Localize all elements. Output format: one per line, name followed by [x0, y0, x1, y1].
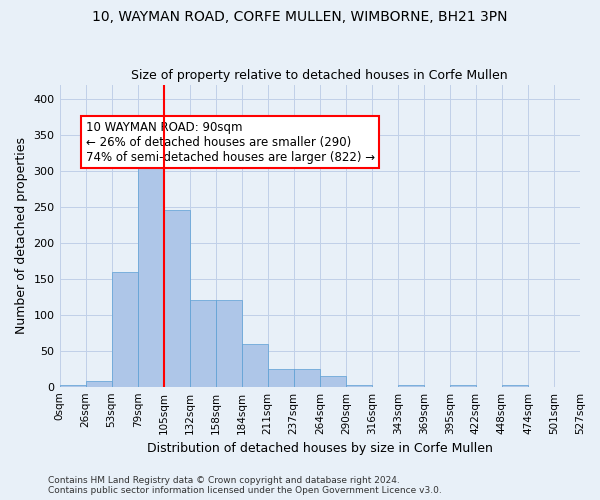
Bar [346, 384, 372, 386]
Bar [242, 344, 268, 386]
Bar [190, 300, 215, 386]
Bar [59, 384, 86, 386]
Text: 10, WAYMAN ROAD, CORFE MULLEN, WIMBORNE, BH21 3PN: 10, WAYMAN ROAD, CORFE MULLEN, WIMBORNE,… [92, 10, 508, 24]
Bar [294, 368, 320, 386]
Text: Contains HM Land Registry data © Crown copyright and database right 2024.
Contai: Contains HM Land Registry data © Crown c… [48, 476, 442, 495]
Bar [137, 164, 164, 386]
Bar [502, 384, 528, 386]
Bar [398, 384, 424, 386]
Bar [215, 300, 242, 386]
X-axis label: Distribution of detached houses by size in Corfe Mullen: Distribution of detached houses by size … [147, 442, 493, 455]
Title: Size of property relative to detached houses in Corfe Mullen: Size of property relative to detached ho… [131, 69, 508, 82]
Bar [164, 210, 190, 386]
Bar [86, 381, 112, 386]
Bar [112, 272, 137, 386]
Y-axis label: Number of detached properties: Number of detached properties [15, 137, 28, 334]
Bar [268, 368, 294, 386]
Bar [320, 376, 346, 386]
Text: 10 WAYMAN ROAD: 90sqm
← 26% of detached houses are smaller (290)
74% of semi-det: 10 WAYMAN ROAD: 90sqm ← 26% of detached … [86, 120, 374, 164]
Bar [450, 384, 476, 386]
